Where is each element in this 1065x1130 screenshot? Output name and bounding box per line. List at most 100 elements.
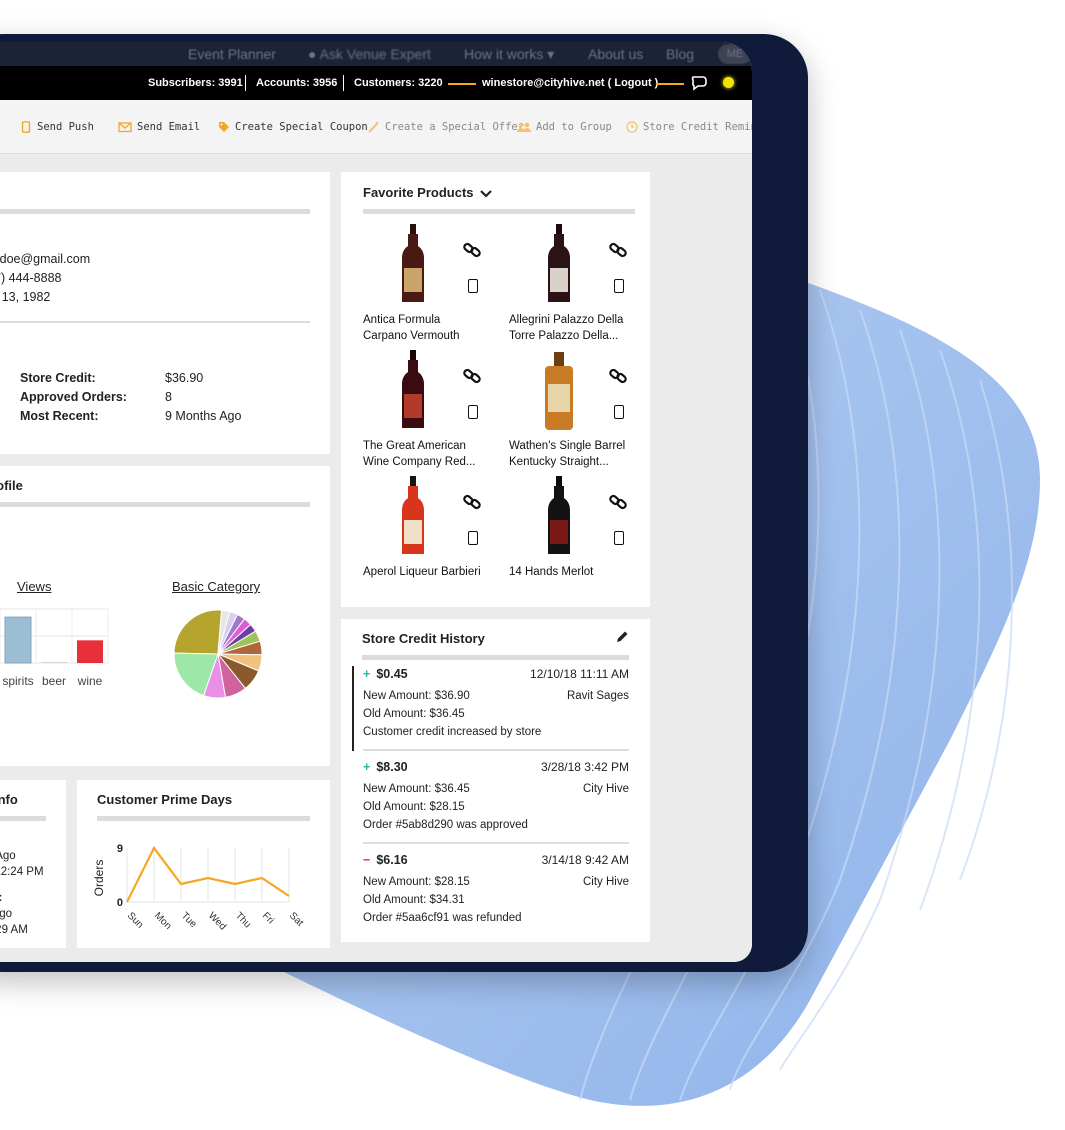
phone-icon[interactable]	[468, 531, 478, 545]
separator	[245, 75, 246, 91]
bottle-icon	[548, 476, 570, 554]
pencil-icon[interactable]	[615, 630, 629, 644]
x-tick-label: Tue	[179, 910, 199, 930]
link-icon[interactable]	[463, 493, 481, 511]
credit-history-panel: Store Credit History + $0.45 12/10/18 11:1…	[341, 619, 650, 942]
panel-divider	[0, 209, 310, 214]
credit-change-amount: − $6.16	[363, 853, 408, 867]
credit-history-title: Store Credit History	[362, 631, 485, 646]
entry-divider	[363, 749, 629, 751]
favorite-products-title[interactable]: Favorite Products	[363, 185, 492, 200]
customer-birthday: Sep 13, 1982	[0, 290, 51, 304]
store-credit-reminder-label: Store Credit Reminder	[643, 121, 752, 133]
separator-dash	[448, 83, 476, 85]
product-name: The Great American Wine Company Red...	[363, 440, 476, 468]
credit-changed-by: City Hive	[582, 783, 629, 795]
phone-icon[interactable]	[468, 405, 478, 419]
site-nav: Event Planner ● Ask Venue Expert How it …	[0, 42, 752, 66]
create-coupon-label: Create Special Coupon	[235, 121, 368, 133]
nav-blog[interactable]: Blog	[666, 46, 695, 62]
credit-change-date: 12/10/18 11:11 AM	[530, 667, 629, 681]
x-tick-label: Sun	[125, 910, 145, 930]
product-card[interactable]: Antica Formula Carpano Vermouth	[363, 224, 503, 349]
product-card[interactable]: Aperol Liqueur Barbieri	[363, 476, 503, 601]
panel-divider	[0, 321, 310, 323]
panel-divider	[0, 816, 46, 821]
envelope-icon	[118, 122, 132, 133]
product-name: Antica Formula Carpano Vermouth	[363, 314, 460, 342]
user-logout-link[interactable]: winestore@cityhive.net ( Logout )	[482, 77, 659, 89]
old-amount: Old Amount: $28.15	[363, 801, 465, 813]
credit-changed-by: Ravit Sages	[566, 690, 629, 702]
nav-event-planner[interactable]: Event Planner	[188, 46, 276, 62]
nav-avatar[interactable]: ME	[718, 44, 752, 64]
nav-about-us[interactable]: About us	[588, 46, 644, 62]
category-chart-title[interactable]: Basic Category	[172, 579, 261, 594]
activity-info-panel: tivity Info t Seen: Hours Ago /11/18 12:…	[0, 780, 66, 948]
credit-sign: −	[363, 853, 371, 867]
x-tick-label: Fri	[260, 910, 276, 926]
credit-sign: +	[363, 667, 371, 681]
link-icon[interactable]	[609, 367, 627, 385]
link-icon[interactable]	[609, 241, 627, 259]
create-offer-button[interactable]: Create a Special Offer	[368, 121, 524, 133]
taste-profile-title: ste Profile	[0, 478, 23, 493]
most-recent-label: Most Recent:	[20, 409, 99, 423]
phone-icon[interactable]	[614, 531, 624, 545]
bottle-icon	[545, 352, 573, 430]
chat-icon[interactable]	[690, 75, 708, 91]
separator-dash	[656, 83, 684, 85]
y-tick-label: 9	[117, 843, 123, 855]
phone-icon[interactable]	[614, 279, 624, 293]
last-seen-ago: Hours Ago	[0, 850, 16, 862]
add-to-group-label: Add to Group	[536, 121, 612, 133]
prime-days-title: Customer Prime Days	[97, 792, 233, 807]
panel-divider	[0, 502, 310, 507]
link-icon[interactable]	[463, 241, 481, 259]
x-tick-label: Thu	[233, 910, 253, 930]
nav-ask-venue-expert[interactable]: ● Ask Venue Expert	[308, 46, 431, 62]
store-credit-label: Store Credit:	[20, 371, 96, 385]
activity-info-title: tivity Info	[0, 792, 18, 807]
product-card[interactable]: The Great American Wine Company Red...	[363, 350, 503, 475]
x-tick-label: Sat	[287, 910, 306, 929]
link-icon[interactable]	[463, 367, 481, 385]
new-amount: New Amount: $36.45	[363, 783, 470, 795]
chevron-down-icon	[480, 189, 492, 198]
credit-change-amount: + $0.45	[363, 667, 408, 681]
add-to-group-button[interactable]: Add to Group	[517, 121, 612, 133]
favorite-products-title-text: Favorite Products	[363, 185, 474, 200]
new-amount: New Amount: $28.15	[363, 876, 470, 888]
store-credit-value: $36.90	[165, 371, 204, 385]
product-card[interactable]: Wathen's Single Barrel Kentucky Straight.…	[509, 350, 649, 475]
views-chart-title[interactable]: Views	[17, 579, 52, 594]
link-icon[interactable]	[609, 493, 627, 511]
nav-how-it-works[interactable]: How it works ▾	[464, 46, 555, 62]
old-amount: Old Amount: $34.31	[363, 894, 465, 906]
tag-icon	[219, 122, 229, 132]
credit-history-entry: + $0.45 12/10/18 11:11 AM Ravit Sages New Am…	[363, 667, 629, 755]
send-email-label: Send Email	[137, 121, 201, 133]
product-card[interactable]: 14 Hands Merlot	[509, 476, 649, 601]
created-at-label: ated At:	[0, 892, 2, 904]
product-card[interactable]: Allegrini Palazzo Della Torre Palazzo Del…	[509, 224, 649, 349]
panel-divider	[97, 816, 310, 821]
customer-email: janedoe@gmail.com	[0, 252, 91, 266]
active-entry-marker	[352, 666, 354, 751]
create-coupon-button[interactable]: Create Special Coupon	[218, 121, 368, 133]
credit-changed-by: City Hive	[582, 876, 629, 888]
last-seen-date: /11/18 12:24 PM	[0, 866, 44, 878]
bottle-icon	[548, 224, 570, 302]
product-name: Wathen's Single Barrel Kentucky Straight.…	[509, 440, 626, 468]
accounts-count: Accounts: 3956	[256, 77, 338, 89]
bar-wine	[77, 640, 103, 663]
send-push-button[interactable]: Send Push	[20, 121, 94, 133]
approved-orders-value: 8	[165, 390, 172, 404]
phone-icon[interactable]	[468, 279, 478, 293]
credit-change-amount: + $8.30	[363, 760, 408, 774]
x-tick-label: spirits	[2, 674, 33, 688]
send-email-button[interactable]: Send Email	[118, 121, 200, 133]
store-credit-reminder-button[interactable]: Store Credit Reminder	[626, 121, 752, 133]
phone-icon[interactable]	[614, 405, 624, 419]
bottle-icon	[402, 476, 424, 554]
